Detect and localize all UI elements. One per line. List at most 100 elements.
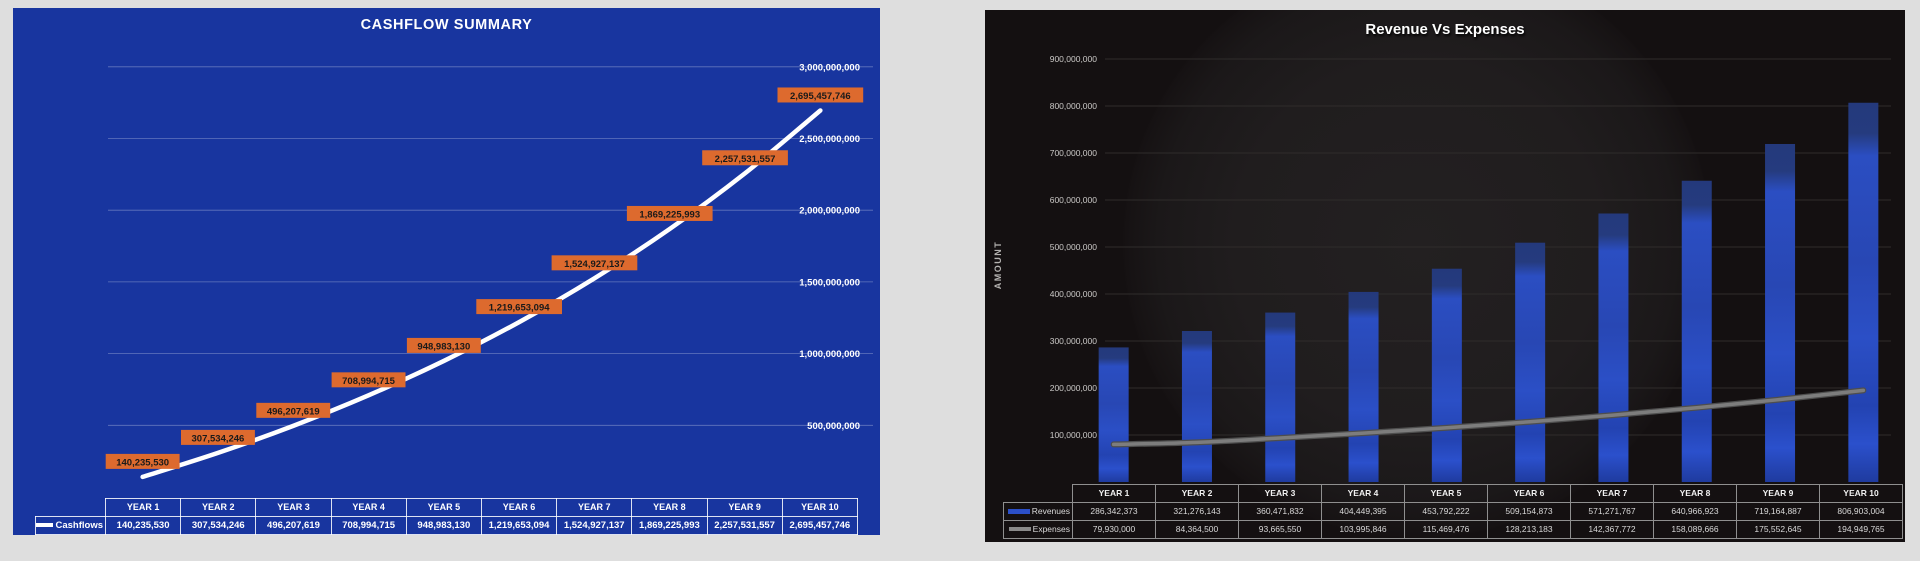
- year-column-header: YEAR 9: [1736, 484, 1820, 503]
- y-axis-tick-label: 2,500,000,000: [799, 134, 860, 145]
- value-cell: 2,257,531,557: [706, 515, 783, 535]
- value-cell: 175,552,645: [1736, 519, 1820, 539]
- value-cell: 79,930,000: [1072, 519, 1156, 539]
- y-axis-tick-label: 500,000,000: [807, 421, 860, 432]
- y-axis-tick-label: 900,000,000: [1050, 54, 1098, 64]
- data-label-box: [105, 453, 180, 469]
- cashflow-summary-panel: 500,000,000 1,000,000,000 1,500,000,000 2,0…: [13, 8, 880, 535]
- cashflows-table-row: Cashflows 140,235,530 307,534,246 496,207,6…: [35, 515, 859, 535]
- table-header-row: YEAR 1 YEAR 2 YEAR 3 YEAR 4 YEAR 5 YEAR 6 YEAR…: [36, 498, 859, 517]
- year-column-header: YEAR 7: [1570, 484, 1654, 503]
- cashflows-legend-swatch: [36, 523, 54, 527]
- year-column-header: YEAR 4: [1321, 484, 1405, 503]
- revenue-expenses-data-table: YEAR 1 YEAR 2 YEAR 3 YEAR 4 YEAR 5 YEAR 6 YEAR…: [1003, 484, 1903, 539]
- value-cell: 360,471,832: [1238, 501, 1322, 521]
- y-axis-tick-label: 2,000,000,000: [799, 206, 860, 217]
- year-column-header: YEAR 3: [1238, 484, 1322, 503]
- revenue-bar: [1681, 180, 1712, 482]
- year-column-header: YEAR 9: [706, 498, 783, 517]
- value-cell: 806,903,004: [1819, 501, 1903, 521]
- year-column-header: YEAR 10: [781, 498, 859, 517]
- year-column-header: YEAR 1: [104, 498, 182, 517]
- y-axis-tick-label: 1,500,000,000: [799, 277, 860, 288]
- revenue-bar: [1598, 213, 1629, 483]
- y-axis-tick-label: 3,000,000,000: [799, 62, 860, 73]
- data-label: 948,983,130: [417, 341, 470, 352]
- value-cell: 307,534,246: [180, 515, 257, 535]
- value-cell: 142,367,772: [1570, 519, 1654, 539]
- expenses-line: [1111, 388, 1866, 447]
- value-cell: 103,995,846: [1321, 519, 1405, 539]
- data-label: 140,235,530: [116, 457, 169, 468]
- value-cell: 158,089,666: [1653, 519, 1737, 539]
- value-cell: 194,949,765: [1819, 519, 1903, 539]
- cashflow-chart-title: CASHFLOW SUMMARY: [360, 17, 533, 33]
- year-column-header: YEAR 3: [255, 498, 332, 517]
- year-column-header: YEAR 1: [1072, 484, 1156, 503]
- revenue-bar: [1515, 242, 1546, 482]
- expenses-legend-swatch: [1008, 527, 1031, 531]
- value-cell: 719,164,887: [1736, 501, 1820, 521]
- cashflow-line-chart[interactable]: 500,000,000 1,000,000,000 1,500,000,000 2,0…: [13, 8, 880, 535]
- value-cell: 509,154,873: [1487, 501, 1571, 521]
- table-corner-cell: [1004, 485, 1073, 503]
- data-label-box: [331, 372, 406, 388]
- y-axis-tick-label: 800,000,000: [1050, 101, 1098, 111]
- data-label-box: [626, 205, 713, 221]
- year-column-header: YEAR 6: [480, 498, 558, 517]
- value-cell: 321,276,143: [1155, 501, 1239, 521]
- revenue-bar: [1431, 268, 1462, 482]
- table-header-row: YEAR 1 YEAR 2 YEAR 3 YEAR 4 YEAR 5 YEAR 6 YEAR…: [1004, 484, 1903, 503]
- revenue-bar: [1765, 143, 1796, 483]
- y-axis-tick-label: 300,000,000: [1050, 336, 1098, 346]
- table-corner-cell: [36, 499, 106, 517]
- y-axis-tick-label: 700,000,000: [1050, 148, 1098, 158]
- value-cell: 1,219,653,094: [480, 515, 558, 535]
- y-axis-tick-label: 400,000,000: [1050, 289, 1098, 299]
- y-axis-tick-label: 600,000,000: [1050, 195, 1098, 205]
- data-label: 708,994,715: [342, 376, 396, 387]
- value-cell: 115,469,476: [1404, 519, 1488, 539]
- value-cell: 84,364,500: [1155, 519, 1239, 539]
- value-cell: 128,213,183: [1487, 519, 1571, 539]
- revenue-bar: [1265, 312, 1296, 482]
- data-label: 496,207,619: [267, 406, 320, 417]
- revenue-bar: [1181, 331, 1212, 482]
- year-column-header: YEAR 8: [1653, 484, 1737, 503]
- revenues-table-row: Revenues 286,342,373 321,276,143 360,471,83…: [1003, 501, 1903, 521]
- year-column-header: YEAR 5: [405, 498, 482, 517]
- revenues-legend-swatch: [1007, 508, 1030, 514]
- data-label-box: [406, 337, 481, 353]
- data-label-box: [551, 255, 638, 271]
- y-axis-title: AMOUNT: [993, 241, 1003, 290]
- revenue-bar: [1098, 347, 1129, 482]
- value-cell: 496,207,619: [255, 515, 332, 535]
- data-label-box: [702, 150, 788, 166]
- value-cell: 2,695,457,746: [781, 515, 859, 535]
- revenue-bar: [1848, 102, 1879, 482]
- cashflows-line: [140, 108, 823, 480]
- revenue-expenses-chart[interactable]: 100,000,000 200,000,000 300,000,000 400,000…: [985, 10, 1905, 542]
- year-column-header: YEAR 10: [1819, 484, 1903, 503]
- expenses-table-row: Expenses 79,930,000 84,364,500 93,665,550 10…: [1003, 519, 1903, 539]
- data-label-box: [256, 402, 331, 418]
- legend-cell: Expenses: [1003, 519, 1073, 539]
- value-cell: 93,665,550: [1238, 519, 1322, 539]
- value-cell: 948,983,130: [405, 515, 482, 535]
- data-label-box: [181, 429, 255, 445]
- year-column-header: YEAR 6: [1487, 484, 1571, 503]
- data-label-box: [777, 87, 864, 103]
- year-column-header: YEAR 8: [631, 498, 708, 517]
- y-axis-tick-label: 100,000,000: [1050, 430, 1098, 440]
- value-cell: 140,235,530: [104, 515, 182, 535]
- cashflow-data-table: YEAR 1 YEAR 2 YEAR 3 YEAR 4 YEAR 5 YEAR 6 YEAR…: [35, 498, 859, 535]
- value-cell: 286,342,373: [1072, 501, 1156, 521]
- y-axis-tick-label: 200,000,000: [1050, 383, 1098, 393]
- expenses-line-shadow: [1110, 387, 1867, 448]
- value-cell: 708,994,715: [330, 515, 407, 535]
- data-label: 1,524,927,137: [564, 259, 625, 270]
- legend-label: Revenues: [1031, 506, 1070, 516]
- year-column-header: YEAR 7: [556, 498, 633, 517]
- value-cell: 404,449,395: [1321, 501, 1405, 521]
- data-label: 307,534,246: [192, 433, 245, 444]
